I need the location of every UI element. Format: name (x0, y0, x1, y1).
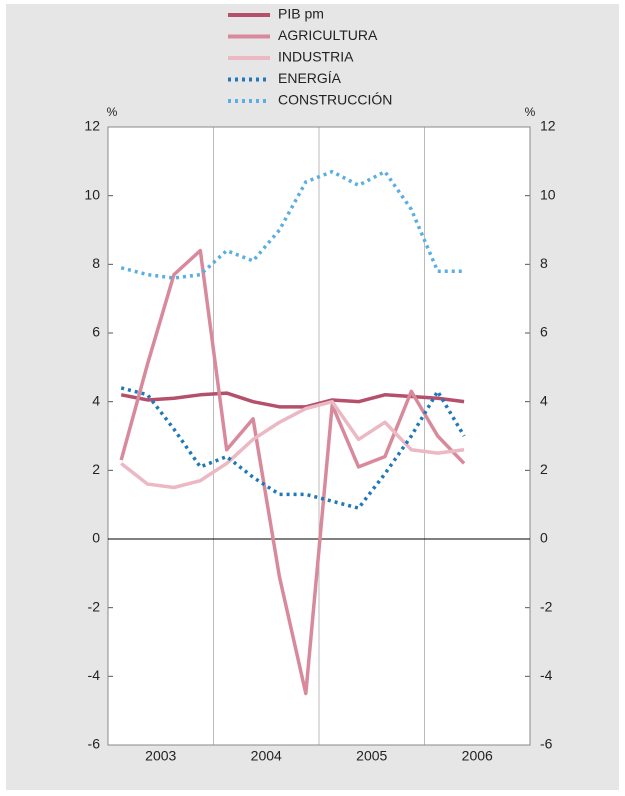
series-line (120, 399, 465, 490)
y-tick-label: 10 (84, 186, 100, 202)
legend-label: ENERGÍA (278, 70, 342, 86)
series-line (120, 169, 465, 280)
x-tick-label: 2006 (462, 748, 493, 764)
plot-frame (107, 126, 531, 746)
y2-tick-label: -2 (540, 598, 553, 614)
y2-tick-label: 12 (540, 118, 556, 134)
y2-tick-label: 2 (540, 461, 548, 477)
y2-tick-label: 6 (540, 324, 548, 340)
series-line (120, 391, 465, 409)
y-tick-label: 0 (92, 530, 100, 546)
y-tick-label: 2 (92, 461, 100, 477)
y2-tick-label: -4 (540, 667, 553, 683)
y-tick-label: 8 (92, 255, 100, 271)
y-tick-label: 6 (92, 324, 100, 340)
y2-unit: % (525, 105, 536, 119)
x-tick-label: 2003 (145, 748, 176, 764)
legend-label: AGRICULTURA (278, 27, 378, 43)
y2-tick-label: 8 (540, 255, 548, 271)
y-tick-label: -2 (88, 598, 101, 614)
y-unit: % (107, 105, 118, 119)
series-line (120, 386, 466, 510)
series-line (119, 248, 466, 696)
x-tick-label: 2004 (251, 748, 282, 764)
legend-label: PIB pm (278, 6, 324, 22)
y-tick-label: 4 (92, 392, 100, 408)
y-tick-label: -6 (88, 736, 101, 752)
x-tick-label: 2005 (356, 748, 387, 764)
y-tick-label: 12 (84, 118, 100, 134)
legend-label: INDUSTRIA (278, 49, 354, 65)
y2-tick-label: -6 (540, 736, 553, 752)
y2-tick-label: 10 (540, 186, 556, 202)
y-tick-label: -4 (88, 667, 101, 683)
y2-tick-label: 0 (540, 530, 548, 546)
legend-label: CONSTRUCCIÓN (278, 92, 392, 108)
y2-tick-label: 4 (540, 392, 548, 408)
